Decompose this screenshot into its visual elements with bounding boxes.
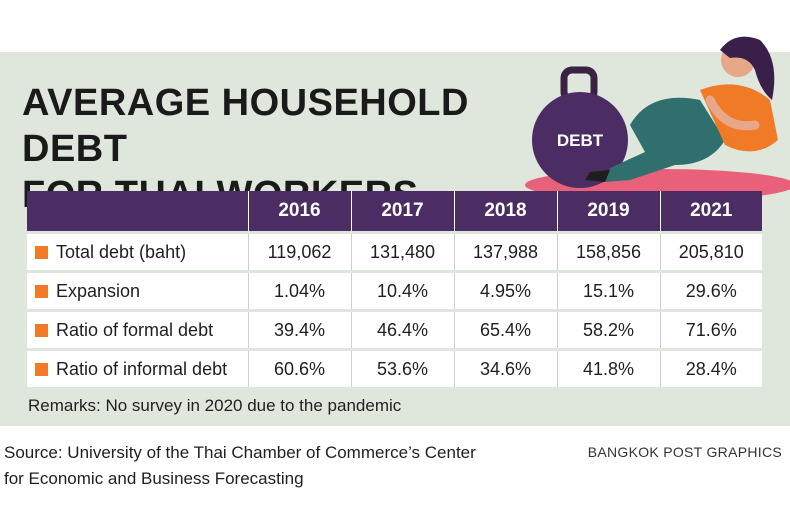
table-row: Total debt (baht) 119,062 131,480 137,98… [27,231,762,272]
orange-bullet-icon [35,323,48,337]
row-label-text: Expansion [56,280,141,301]
table-cell: 41.8% [557,348,661,387]
header-row: 2016 2017 2018 2019 2021 [27,191,762,233]
table-cell: 46.4% [351,309,455,350]
table-cell: 58.2% [557,309,661,350]
table-cell: 34.6% [454,348,558,387]
row-label: Total debt (baht) [27,231,249,272]
source-note: Source: University of the Thai Chamber o… [4,440,544,492]
woman-with-debt-weight-illustration: DEBT [525,36,790,201]
row-label: Ratio of formal debt [27,309,249,350]
table-cell: 158,856 [557,231,661,272]
row-label: Ratio of informal debt [27,348,249,387]
table-cell: 4.95% [454,270,558,311]
column-header: 2018 [454,191,558,233]
table-row: Ratio of formal debt 39.4% 46.4% 65.4% 5… [27,309,762,350]
household-debt-table: 2016 2017 2018 2019 2021 Total debt (bah… [27,191,762,387]
remarks-note: Remarks: No survey in 2020 due to the pa… [28,396,402,415]
column-header: 2019 [557,191,661,233]
column-header: 2021 [660,191,762,233]
table-cell: 29.6% [660,270,762,311]
title-line-1: AVERAGE HOUSEHOLD DEBT [22,82,469,170]
table-cell: 205,810 [660,231,762,272]
kettlebell-icon [532,92,628,188]
table-cell: 60.6% [248,348,352,387]
table-cell: 39.4% [248,309,352,350]
row-label-text: Ratio of formal debt [56,319,214,340]
table-cell: 28.4% [660,348,762,387]
orange-bullet-icon [35,245,48,259]
arm [705,95,760,131]
orange-bullet-icon [35,284,48,298]
torso [700,84,778,152]
table-cell: 119,062 [248,231,352,272]
table-row: Expansion 1.04% 10.4% 4.95% 15.1% 29.6% [27,270,762,311]
shoe [585,170,610,182]
row-label: Expansion [27,270,249,311]
table-cell: 15.1% [557,270,661,311]
table-cell: 71.6% [660,309,762,350]
table-row: Ratio of informal debt 60.6% 53.6% 34.6%… [27,348,762,387]
column-header: 2017 [351,191,455,233]
table-cell: 1.04% [248,270,352,311]
row-label-text: Total debt (baht) [56,241,187,262]
table-cell: 10.4% [351,270,455,311]
hair [720,36,775,100]
kettlebell-label: DEBT [557,131,604,150]
row-label-text: Ratio of informal debt [56,358,228,379]
column-header: 2016 [248,191,352,233]
graphics-credit: BANGKOK POST GRAPHICS [587,444,782,460]
table-cell: 53.6% [351,348,455,387]
table-cell: 131,480 [351,231,455,272]
header-blank [27,191,249,233]
source-line-1: Source: University of the Thai Chamber o… [4,443,476,462]
table-cell: 137,988 [454,231,558,272]
source-line-2: for Economic and Business Forecasting [4,469,304,488]
table-cell: 65.4% [454,309,558,350]
legs [605,97,725,182]
orange-bullet-icon [35,362,48,376]
